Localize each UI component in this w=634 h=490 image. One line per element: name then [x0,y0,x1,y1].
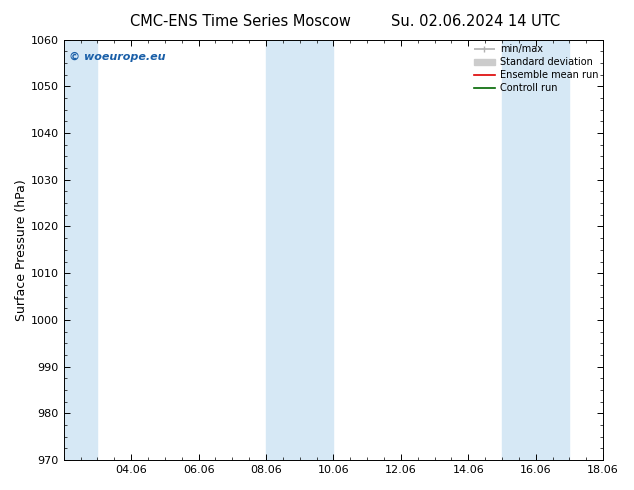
Bar [64,40,98,460]
Bar [536,40,569,460]
Y-axis label: Surface Pressure (hPa): Surface Pressure (hPa) [15,179,28,321]
Bar [502,40,536,460]
Text: Su. 02.06.2024 14 UTC: Su. 02.06.2024 14 UTC [391,14,560,29]
Text: © woeurope.eu: © woeurope.eu [69,52,165,62]
Text: CMC-ENS Time Series Moscow: CMC-ENS Time Series Moscow [131,14,351,29]
Bar [266,40,300,460]
Bar [300,40,333,460]
Legend: min/max, Standard deviation, Ensemble mean run, Controll run: min/max, Standard deviation, Ensemble me… [470,42,601,96]
